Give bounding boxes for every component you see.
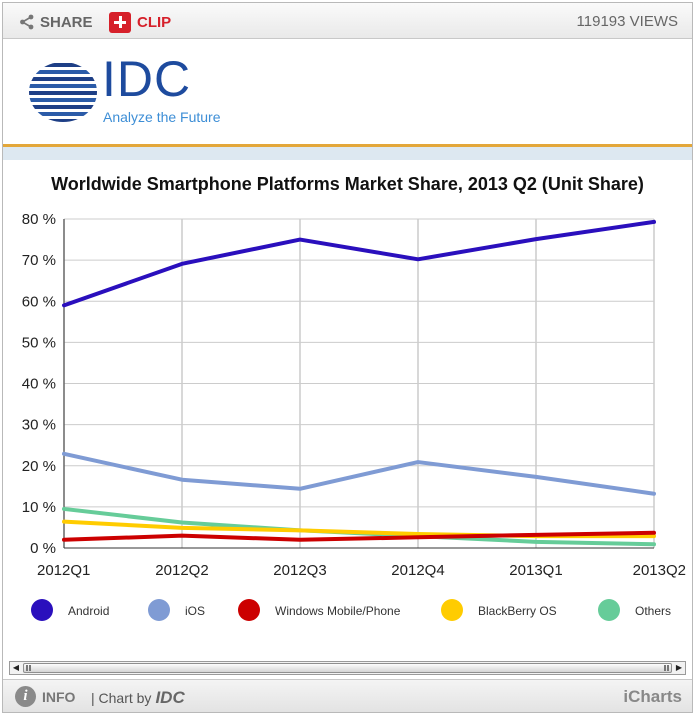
logo-tagline: Analyze the Future	[103, 109, 221, 125]
clip-button[interactable]: CLIP	[109, 11, 171, 33]
x-tick-label: 2012Q2	[155, 562, 208, 579]
grip-icon	[26, 665, 28, 671]
globe-stripe	[29, 63, 97, 67]
x-tick-label: 2012Q4	[391, 562, 444, 579]
logo-area: IDC Analyze the Future	[3, 40, 692, 144]
globe-stripe	[29, 98, 97, 102]
globe-stripe	[29, 119, 97, 122]
grip-icon	[667, 665, 669, 671]
series-line-android	[62, 219, 656, 308]
legend-label: BlackBerry OS	[478, 604, 557, 618]
legend-label: Others	[635, 604, 671, 618]
scroll-thumb[interactable]	[23, 663, 672, 673]
share-icon	[20, 14, 34, 30]
views-count: 119193 VIEWS	[576, 13, 678, 30]
legend-label: iOS	[185, 604, 205, 618]
plus-icon	[109, 11, 131, 33]
y-tick-label: 50 %	[22, 334, 56, 351]
series-line-windows-mobile-phone	[62, 530, 656, 542]
chart-title: Worldwide Smartphone Platforms Market Sh…	[51, 174, 644, 194]
series-line-ios	[62, 451, 656, 496]
x-tick-label: 2013Q2	[633, 562, 686, 579]
legend-marker	[441, 599, 463, 621]
globe-stripe	[29, 70, 97, 74]
y-tick-label: 60 %	[22, 293, 56, 310]
chart-by-label: | Chart by	[91, 690, 152, 706]
legend-marker	[148, 599, 170, 621]
scroll-left-arrow-icon[interactable]: ◀	[12, 663, 20, 672]
info-label: INFO	[42, 688, 76, 705]
globe-stripe	[29, 84, 97, 88]
globe-stripe	[29, 77, 97, 81]
chart-by-credit: | Chart by IDC	[91, 688, 185, 708]
line-chart: 0 % 10 % 20 % 30 % 40 % 50 % 60 % 70 % 80 % 2012Q…	[22, 211, 686, 621]
y-tick-label: 80 %	[22, 211, 56, 228]
info-icon: i	[15, 686, 36, 707]
y-tick-label: 20 %	[22, 458, 56, 475]
bottom-toolbar: i INFO | Chart by IDC iCharts	[3, 679, 692, 712]
legend-marker	[31, 599, 53, 621]
share-button[interactable]: SHARE	[19, 12, 93, 32]
x-tick-label: 2012Q3	[273, 562, 326, 579]
y-tick-label: 10 %	[22, 499, 56, 516]
y-tick-label: 70 %	[22, 252, 56, 269]
y-tick-label: 40 %	[22, 376, 56, 393]
clip-label: CLIP	[137, 13, 172, 31]
legend-label: Android	[68, 604, 109, 618]
globe-stripe	[29, 105, 97, 109]
grip-icon	[29, 665, 31, 671]
globe-logo-icon	[29, 62, 97, 122]
icharts-link[interactable]: iCharts	[623, 687, 682, 706]
logo-name: IDC	[102, 51, 192, 107]
globe-stripe	[29, 112, 97, 116]
x-tick-label: 2012Q1	[37, 562, 90, 579]
info-button[interactable]: i INFO	[15, 686, 75, 707]
header-divider	[3, 144, 692, 147]
header-band	[3, 147, 692, 160]
top-toolbar: SHARE CLIP 119193 VIEWS	[3, 3, 692, 39]
share-label: SHARE	[40, 13, 93, 31]
legend-marker	[598, 599, 620, 621]
grip-icon	[664, 665, 666, 671]
y-tick-label: 30 %	[22, 417, 56, 434]
scroll-right-arrow-icon[interactable]: ▶	[675, 663, 683, 672]
y-tick-label: 0 %	[30, 540, 56, 557]
legend-marker	[238, 599, 260, 621]
globe-stripe	[29, 91, 97, 95]
horizontal-scrollbar[interactable]: ◀ ▶	[9, 661, 686, 675]
legend-label: Windows Mobile/Phone	[275, 604, 401, 618]
chart-by-brand: IDC	[155, 688, 185, 707]
x-tick-label: 2013Q1	[509, 562, 562, 579]
